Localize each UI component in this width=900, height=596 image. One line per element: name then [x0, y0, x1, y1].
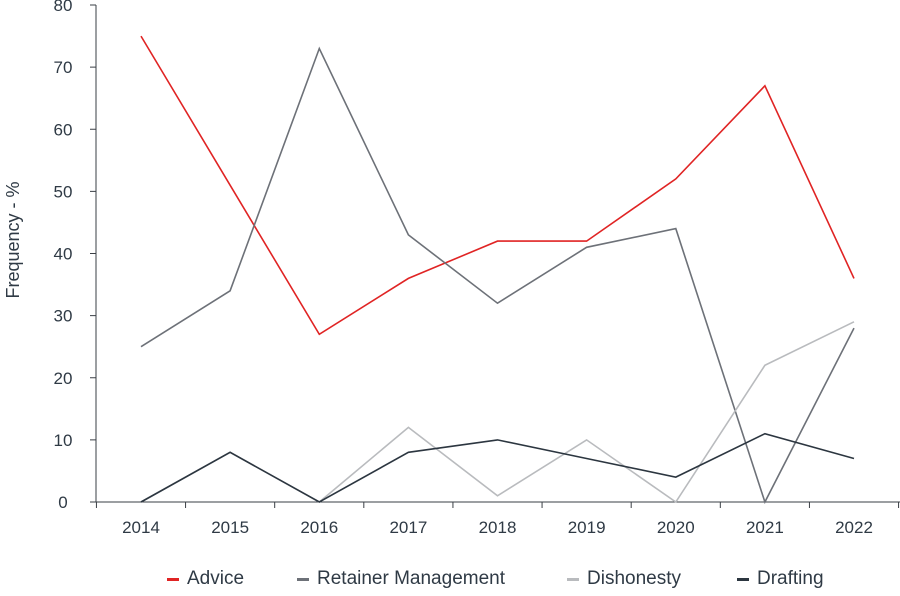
y-tick-label: 30	[54, 307, 73, 326]
y-axis-label: Frequency - %	[3, 181, 23, 298]
y-tick-label: 0	[58, 493, 67, 512]
chart-legend: Advice Retainer Management Dishonesty Dr…	[0, 568, 900, 596]
x-tick-label: 2018	[479, 518, 517, 537]
y-tick-label: 70	[54, 58, 73, 77]
legend-swatch-drafting	[737, 577, 749, 581]
legend-swatch-dishonesty	[567, 577, 579, 581]
x-tick-label: 2022	[835, 518, 873, 537]
legend-swatch-retainer-management	[297, 577, 309, 581]
series-lines	[140, 35, 855, 505]
y-tick-label: 20	[54, 369, 73, 388]
x-tick-label: 2014	[122, 518, 160, 537]
chart-axes	[90, 4, 900, 508]
legend-item-advice: Advice	[167, 568, 244, 590]
legend-item-retainer-management: Retainer Management	[297, 568, 505, 590]
x-tick-label: 2021	[746, 518, 784, 537]
legend-label: Drafting	[757, 568, 824, 589]
legend-item-dishonesty: Dishonesty	[567, 568, 681, 590]
legend-swatch-advice	[167, 577, 179, 581]
legend-label: Dishonesty	[587, 568, 681, 589]
x-tick-label: 2019	[568, 518, 606, 537]
x-tick-labels: 2014 2015 2016 2017 2018 2019 2020 2021 2022	[122, 518, 873, 537]
x-tick-label: 2015	[211, 518, 249, 537]
y-tick-label: 10	[54, 431, 73, 450]
y-tick-label: 50	[54, 182, 73, 201]
y-tick-label: 60	[54, 120, 73, 139]
series-line-drafting	[140, 432, 855, 503]
series-line-retainer-management	[140, 46, 855, 505]
legend-label: Retainer Management	[317, 568, 505, 589]
series-line-dishonesty	[140, 321, 855, 504]
x-tick-label: 2020	[657, 518, 695, 537]
x-tick-label: 2016	[300, 518, 338, 537]
y-tick-label: 40	[54, 245, 73, 264]
y-tick-label: 80	[54, 0, 73, 15]
legend-label: Advice	[187, 568, 245, 589]
legend-item-drafting: Drafting	[737, 568, 824, 590]
series-line-advice	[140, 35, 855, 336]
x-tick-label: 2017	[389, 518, 427, 537]
y-tick-labels: 0 10 20 30 40 50 60 70 80	[54, 0, 73, 512]
